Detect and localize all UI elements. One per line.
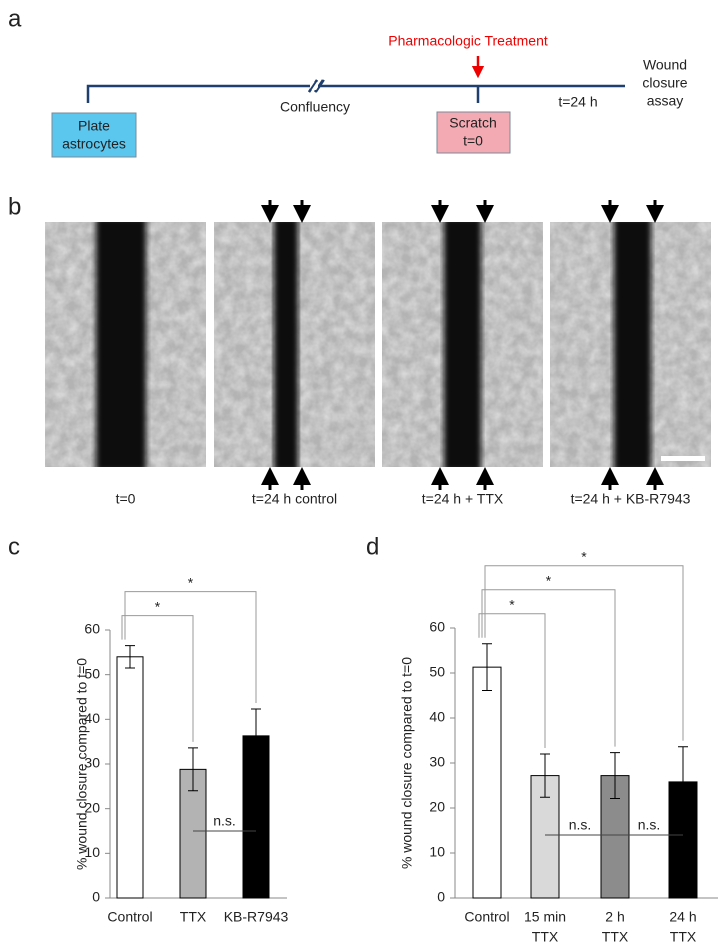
ns-label: n.s. xyxy=(213,813,236,829)
x-tick-label: 24 h xyxy=(669,909,696,925)
panel-label: d xyxy=(366,533,379,560)
y-tick-label: 0 xyxy=(437,889,445,905)
scratch xyxy=(96,222,146,467)
bar xyxy=(472,666,502,899)
significance-bracket xyxy=(124,591,257,704)
panel-label: b xyxy=(8,193,21,220)
error-line xyxy=(125,645,135,669)
significance-label: * xyxy=(155,598,161,614)
error-bar xyxy=(125,645,135,669)
break-mark xyxy=(308,79,325,93)
scratch-gap xyxy=(96,222,146,467)
x-tick-label: TTX xyxy=(670,929,697,945)
significance-label: * xyxy=(188,574,194,590)
ns-label: n.s. xyxy=(569,817,592,833)
error-bar xyxy=(610,752,620,800)
image-caption: t=24 h + TTX xyxy=(422,491,504,507)
time-label: t=24 h xyxy=(558,94,597,110)
significance-bracket xyxy=(478,613,546,748)
bar-chart: 0 10 20 30 40 50 60 % wound closure compared to… xyxy=(399,548,718,945)
y-axis-label: % wound closure compared to t=0 xyxy=(74,658,90,870)
panel-label: a xyxy=(8,5,22,32)
error-line xyxy=(678,746,688,818)
significance-label: * xyxy=(581,548,587,564)
scratch-box xyxy=(436,111,511,154)
bar-chart: 0 10 20 30 40 50 60 % wound closure compared to… xyxy=(74,574,289,924)
error-bar xyxy=(188,747,198,792)
timeline: Pharmacologic Treatment Confluency t=24 … xyxy=(51,33,688,158)
panel-label: c xyxy=(8,533,20,560)
error-bar xyxy=(678,746,688,818)
error-line xyxy=(540,753,550,798)
significance-label: * xyxy=(546,572,552,588)
confluency-label: Confluency xyxy=(280,99,350,115)
scale-bar xyxy=(661,456,705,461)
significance-label: * xyxy=(509,596,515,612)
error-bar xyxy=(540,753,550,798)
scratch-gap xyxy=(274,222,298,467)
y-tick-label: 60 xyxy=(84,621,100,637)
significance-bracket xyxy=(121,615,194,742)
micrographs: t=0 t=24 h control t=24 h + TTX t=24 h + KB… xyxy=(45,200,711,507)
x-tick-label: 15 min xyxy=(524,909,566,925)
scratch-label: Scratch xyxy=(449,115,496,131)
scratch xyxy=(274,222,298,467)
scratch-label: t=0 xyxy=(463,133,483,149)
error-line xyxy=(251,708,261,764)
x-tick-label: 2 h xyxy=(605,909,624,925)
scratch-gap xyxy=(444,222,481,467)
x-tick-label: Control xyxy=(107,909,152,925)
x-tick-label: KB-R7943 xyxy=(224,909,289,925)
significance-bracket xyxy=(484,565,684,741)
error-line xyxy=(482,643,492,692)
x-tick-label: TTX xyxy=(602,929,629,945)
y-tick-label: 20 xyxy=(84,799,100,815)
y-tick-label: 0 xyxy=(92,889,100,905)
significance-bracket xyxy=(481,589,616,747)
x-tick-label: Control xyxy=(464,909,509,925)
y-tick-label: 10 xyxy=(429,844,445,860)
y-tick-label: 50 xyxy=(84,665,100,681)
scratch-gap xyxy=(614,222,651,467)
plate-label: astrocytes xyxy=(62,136,126,152)
y-tick-label: 30 xyxy=(84,755,100,771)
bar xyxy=(116,656,144,899)
treatment-label: Pharmacologic Treatment xyxy=(388,33,548,49)
plate-label: Plate xyxy=(78,118,110,134)
scratch xyxy=(614,222,651,467)
image-caption: t=24 h + KB-R7943 xyxy=(571,491,691,507)
plate-box xyxy=(51,112,137,158)
assay-label: assay xyxy=(647,93,684,109)
timeline-line xyxy=(86,84,625,103)
y-tick-label: 10 xyxy=(84,844,100,860)
x-tick-label: TTX xyxy=(180,909,207,925)
image-caption: t=24 h control xyxy=(252,491,337,507)
y-tick-label: 20 xyxy=(429,799,445,815)
y-tick-label: 50 xyxy=(429,664,445,680)
y-tick-label: 40 xyxy=(84,710,100,726)
error-bar xyxy=(251,708,261,764)
assay-label: closure xyxy=(642,75,687,91)
scratch xyxy=(444,222,481,467)
y-axis-label: % wound closure compared to t=0 xyxy=(399,657,415,869)
y-tick-label: 30 xyxy=(429,754,445,770)
x-tick-label: TTX xyxy=(532,929,559,945)
error-line xyxy=(610,752,620,800)
image-caption: t=0 xyxy=(116,491,136,507)
y-tick-label: 60 xyxy=(429,619,445,635)
error-line xyxy=(188,747,198,792)
error-bar xyxy=(482,643,492,692)
assay-label: Wound xyxy=(643,57,687,73)
y-tick-label: 40 xyxy=(429,709,445,725)
ns-label: n.s. xyxy=(638,817,661,833)
